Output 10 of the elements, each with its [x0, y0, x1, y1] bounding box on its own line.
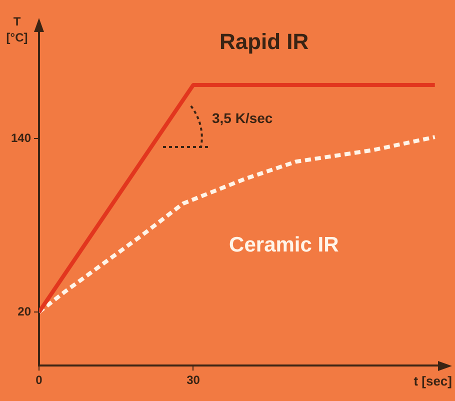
x-axis-title: t [sec] [414, 374, 452, 389]
series-label: Rapid IR [219, 29, 309, 54]
x-tick-label: 30 [186, 373, 200, 388]
line-series [39, 135, 437, 314]
y-tick-label: 140 [10, 130, 32, 145]
y-tick-label: 20 [18, 304, 32, 318]
text: Ceramic IR [229, 233, 339, 256]
x-tick-label: 0 [36, 373, 43, 388]
y-axis-title: T [°C] [6, 14, 28, 44]
annotation: 3,5 K/sec [212, 110, 273, 126]
